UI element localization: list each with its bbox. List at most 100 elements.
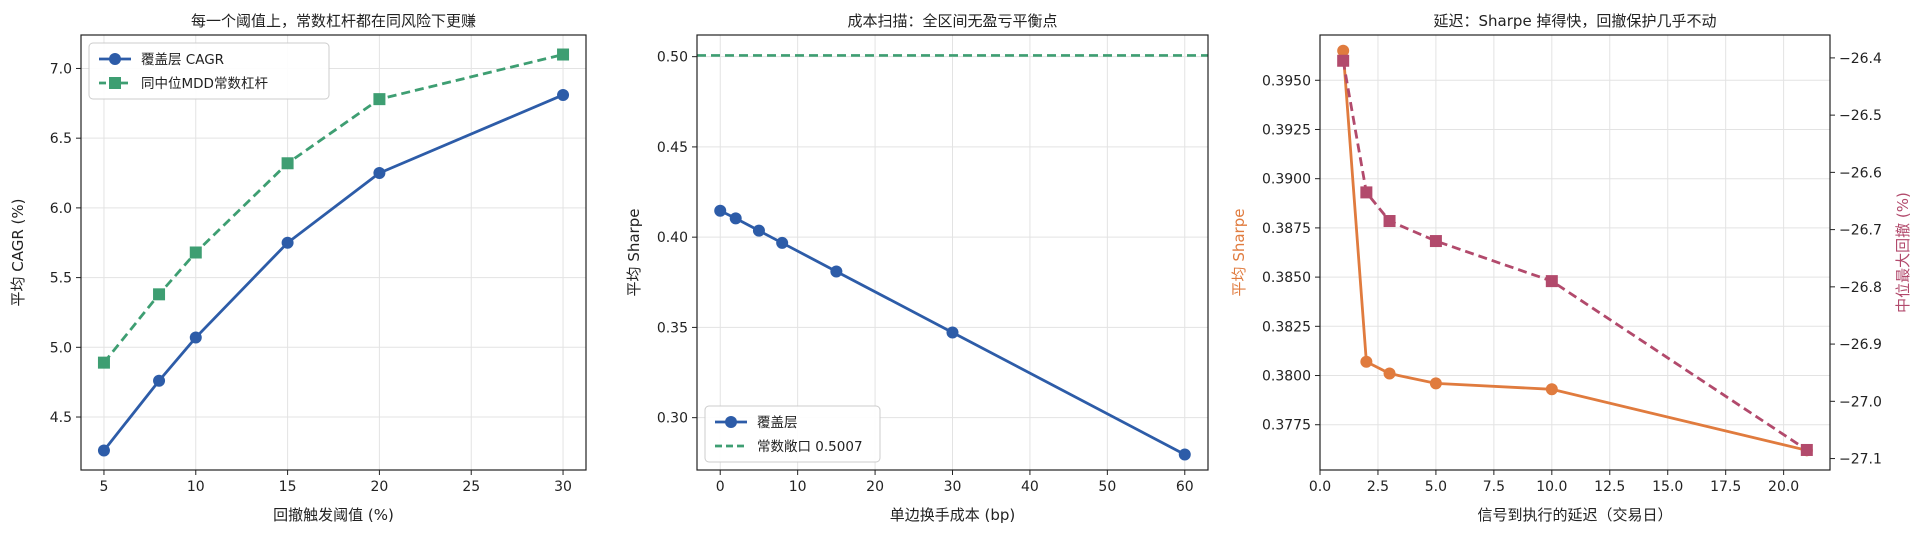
series-2 bbox=[1337, 54, 1813, 456]
data-point bbox=[1337, 54, 1350, 67]
y-tick-label: 0.3850 bbox=[1262, 270, 1311, 286]
series-1 bbox=[714, 204, 1191, 461]
axes-frame bbox=[1319, 34, 1831, 471]
x-tick-label: 0 bbox=[716, 479, 725, 495]
data-point bbox=[752, 224, 765, 237]
chart-panel-2: 0 10 20 30 40 50 60 0.30 0.35 0.40 0.45 0.50 成本扫描：全区… bbox=[625, 12, 1209, 524]
data-point bbox=[189, 331, 202, 344]
data-point bbox=[830, 265, 843, 278]
data-point bbox=[1360, 186, 1373, 199]
x-tick-label: 50 bbox=[1098, 479, 1116, 495]
data-point bbox=[1337, 44, 1350, 57]
legend-marker bbox=[109, 77, 121, 89]
series-1 bbox=[1337, 44, 1813, 457]
series-2 bbox=[97, 48, 570, 369]
legend-label: 同中位MDD常数杠杆 bbox=[141, 76, 268, 92]
y-tick-label: 0.30 bbox=[657, 411, 688, 427]
y-tick-label: 0.3950 bbox=[1262, 73, 1311, 89]
y-right-tick-label: −26.7 bbox=[1839, 223, 1882, 239]
data-point bbox=[281, 236, 294, 249]
legend-marker bbox=[109, 53, 121, 65]
x-tick-label: 60 bbox=[1176, 479, 1194, 495]
x-tick-label: 5 bbox=[99, 479, 108, 495]
y-right-axis-label: 中位最大回撤 (%) bbox=[1894, 192, 1912, 313]
axes-frame bbox=[80, 34, 587, 471]
data-point bbox=[373, 93, 386, 106]
y-tick-label: 0.3900 bbox=[1262, 172, 1311, 188]
x-tick-label: 20 bbox=[370, 479, 388, 495]
y-tick-label: 5.0 bbox=[50, 340, 72, 356]
y-axis-label: 平均 Sharpe bbox=[625, 209, 643, 297]
series-line bbox=[102, 93, 564, 452]
chart-panel-3: 0.0 2.5 5.0 7.5 10.0 12.5 15.0 17.5 20.0 0.3775 0.… bbox=[1230, 12, 1912, 524]
y-right-tick-label: −27.0 bbox=[1839, 394, 1882, 410]
x-tick-label: 2.5 bbox=[1367, 479, 1389, 495]
legend-frame bbox=[88, 42, 330, 100]
data-point bbox=[1545, 383, 1558, 396]
data-point bbox=[1383, 215, 1396, 228]
y-tick-label: 0.3775 bbox=[1262, 418, 1311, 434]
chart-title: 成本扫描：全区间无盈亏平衡点 bbox=[847, 12, 1057, 30]
data-point bbox=[1429, 235, 1442, 248]
data-point bbox=[729, 212, 742, 225]
x-tick-label: 17.5 bbox=[1710, 479, 1741, 495]
data-point bbox=[714, 204, 727, 217]
x-tick-label: 30 bbox=[944, 479, 962, 495]
x-tick-label: 12.5 bbox=[1594, 479, 1625, 495]
x-axis-label: 信号到执行的延迟（交易日） bbox=[1477, 506, 1672, 524]
data-point bbox=[1800, 443, 1813, 456]
y-right-tick-label: −26.5 bbox=[1839, 108, 1882, 124]
series-line bbox=[1341, 50, 1808, 452]
data-point bbox=[1545, 275, 1558, 288]
legend: 覆盖层 CAGR 同中位MDD常数杠杆 bbox=[88, 42, 330, 100]
legend-label: 覆盖层 CAGR bbox=[141, 52, 224, 68]
data-point bbox=[1178, 448, 1191, 461]
y-tick-label: 0.50 bbox=[657, 50, 688, 66]
data-point bbox=[153, 288, 166, 301]
data-point bbox=[1383, 367, 1396, 380]
data-point bbox=[373, 167, 386, 180]
x-tick-label: 10.0 bbox=[1536, 479, 1567, 495]
x-axis-label: 回撤触发阈值 (%) bbox=[273, 506, 394, 524]
series-line bbox=[1341, 60, 1808, 452]
x-tick-label: 20 bbox=[866, 479, 884, 495]
y-right-tick-label: −26.9 bbox=[1839, 337, 1882, 353]
y-tick-label: 0.45 bbox=[657, 140, 688, 156]
x-tick-label: 30 bbox=[554, 479, 572, 495]
x-tick-label: 20.0 bbox=[1768, 479, 1799, 495]
chart-panel-1: 5 10 15 20 25 30 4.5 5.0 5.5 6.0 6.5 7.0 每一个阈值上，常数杠杆… bbox=[9, 12, 587, 524]
y-axis-label: 平均 Sharpe bbox=[1230, 209, 1248, 297]
y-tick-label: 6.0 bbox=[50, 201, 72, 217]
x-axis-label: 单边换手成本 (bp) bbox=[890, 506, 1016, 524]
y-tick-label: 4.5 bbox=[50, 410, 72, 426]
data-point bbox=[776, 236, 789, 249]
data-point bbox=[557, 88, 570, 101]
data-point bbox=[281, 157, 294, 170]
y-tick-label: 0.40 bbox=[657, 230, 688, 246]
chart-title: 延迟：Sharpe 掉得快，回撤保护几乎不动 bbox=[1434, 12, 1717, 30]
x-tick-label: 0.0 bbox=[1309, 479, 1331, 495]
y-tick-label: 0.3925 bbox=[1262, 122, 1311, 138]
x-tick-label: 15.0 bbox=[1652, 479, 1683, 495]
x-tick-label: 10 bbox=[789, 479, 807, 495]
x-tick-label: 15 bbox=[279, 479, 297, 495]
legend-label: 常数敞口 0.5007 bbox=[757, 439, 863, 455]
data-point bbox=[1429, 377, 1442, 390]
x-tick-label: 7.5 bbox=[1483, 479, 1505, 495]
y-right-tick-label: −26.6 bbox=[1839, 165, 1882, 181]
legend-frame bbox=[704, 405, 881, 463]
chart-title: 每一个阈值上，常数杠杆都在同风险下更赚 bbox=[191, 12, 476, 30]
legend-marker bbox=[725, 416, 737, 428]
series-line bbox=[102, 53, 564, 364]
y-right-tick-label: −26.4 bbox=[1839, 51, 1882, 67]
data-point bbox=[97, 356, 110, 369]
y-tick-label: 5.5 bbox=[50, 271, 72, 287]
y-right-tick-label: −27.1 bbox=[1839, 452, 1882, 468]
data-point bbox=[153, 374, 166, 387]
x-tick-label: 40 bbox=[1021, 479, 1039, 495]
x-tick-label: 25 bbox=[462, 479, 480, 495]
data-point bbox=[1360, 355, 1373, 368]
y-tick-label: 0.3800 bbox=[1262, 369, 1311, 385]
